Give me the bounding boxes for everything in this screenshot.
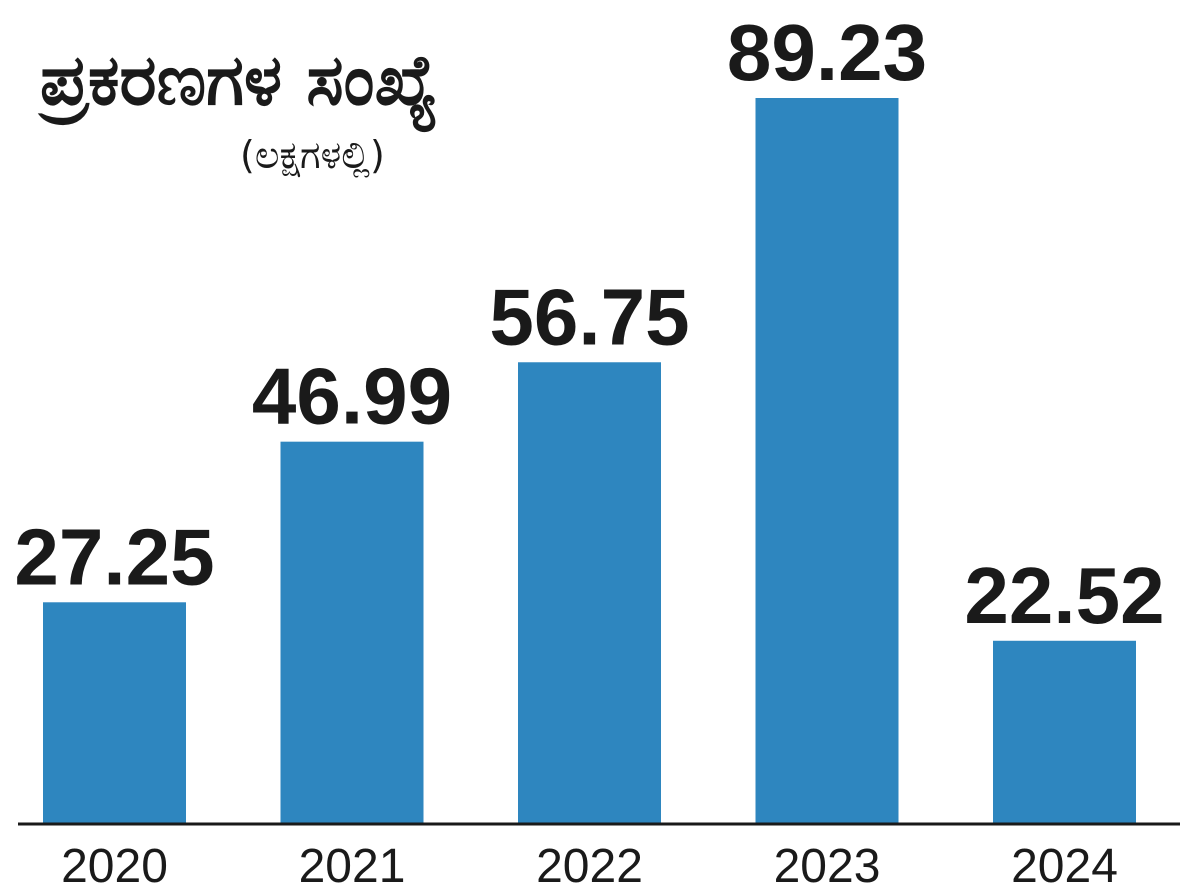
chart-title: ಪ್ರಕರಣಗಳ ಸಂಖ್ಯೆ [37,39,438,133]
bar-2020 [43,602,186,824]
x-tick-label-2022: 2022 [536,840,643,893]
bar-2022 [518,362,661,824]
x-tick-label-2024: 2024 [1011,840,1118,893]
value-label-2022: 56.75 [489,272,689,361]
value-label-2020: 27.25 [14,512,214,601]
value-label-2023: 89.23 [727,8,927,97]
x-tick-label-2020: 2020 [61,840,168,893]
value-labels-group: 27.25 46.99 56.75 89.23 22.52 [14,8,1164,640]
bars-group [43,98,1136,824]
value-label-2024: 22.52 [964,551,1164,640]
x-tick-label-2023: 2023 [774,840,881,893]
x-tick-labels-group: 2020 2021 2022 2023 2024 [61,840,1118,893]
value-label-2021: 46.99 [252,352,452,441]
x-tick-label-2021: 2021 [299,840,406,893]
bar-2023 [755,98,899,824]
chart-subtitle: (ಲಕ್ಷಗಳಲ್ಲಿ) [240,133,385,178]
bar-2021 [280,441,424,824]
bar-2024 [993,640,1136,824]
